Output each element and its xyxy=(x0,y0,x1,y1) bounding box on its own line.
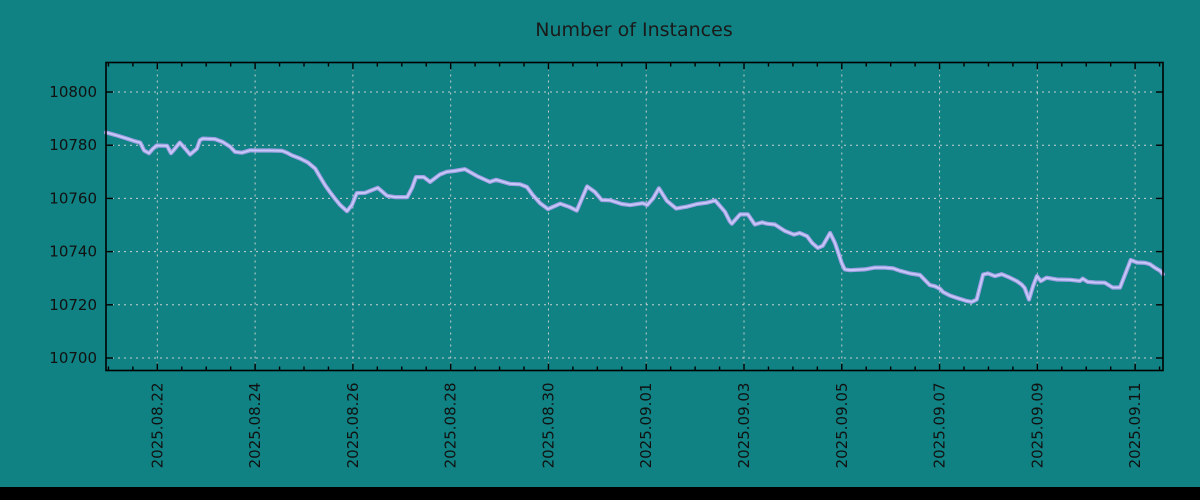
x-axis-tick-label: 2025.09.09 xyxy=(1028,383,1046,469)
x-axis-tick-label: 2025.09.05 xyxy=(833,383,851,469)
y-axis-tick-label: 10760 xyxy=(49,189,97,207)
x-axis-tick-label: 2025.08.28 xyxy=(442,383,460,469)
x-axis-tick-label: 2025.08.22 xyxy=(148,383,166,469)
y-axis-tick-label: 10720 xyxy=(49,296,97,314)
chart-title: Number of Instances xyxy=(535,19,732,41)
data-line-core xyxy=(105,131,1164,303)
bottom-black-bar xyxy=(0,487,1200,500)
chart-canvas: 10700 10720 10740 10760 10780 10800 2025.08.22… xyxy=(49,19,1166,469)
y-axis-tick-label: 10780 xyxy=(49,136,97,154)
x-axis-tick-label: 2025.09.11 xyxy=(1126,383,1144,469)
y-axis-tick-label: 10700 xyxy=(49,349,97,367)
y-axis-tick-label: 10740 xyxy=(49,243,97,261)
data-line xyxy=(103,130,1166,304)
x-axis-tick-label: 2025.09.03 xyxy=(735,383,753,469)
x-axis-tick-label: 2025.08.30 xyxy=(539,383,557,469)
y-axis-tick-label: 10800 xyxy=(49,83,97,101)
plot-border xyxy=(105,61,1164,372)
x-axis-tick-label: 2025.08.24 xyxy=(246,383,264,469)
x-axis-tick-label: 2025.09.07 xyxy=(931,382,949,468)
x-axis-tick-label: 2025.08.26 xyxy=(344,383,362,469)
x-axis-tick-label: 2025.09.01 xyxy=(637,383,655,469)
